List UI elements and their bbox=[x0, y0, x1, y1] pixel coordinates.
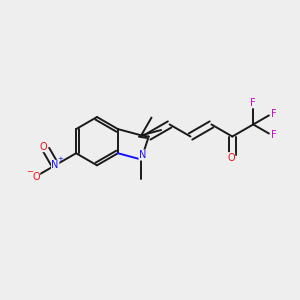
Text: N: N bbox=[52, 160, 59, 170]
Text: O: O bbox=[32, 172, 40, 182]
Text: +: + bbox=[57, 156, 63, 162]
Text: O: O bbox=[39, 142, 47, 152]
Text: F: F bbox=[271, 109, 276, 119]
Text: F: F bbox=[250, 98, 256, 108]
Text: F: F bbox=[271, 130, 276, 140]
Text: O: O bbox=[227, 153, 235, 163]
Text: −: − bbox=[27, 167, 34, 176]
Text: N: N bbox=[139, 150, 146, 160]
